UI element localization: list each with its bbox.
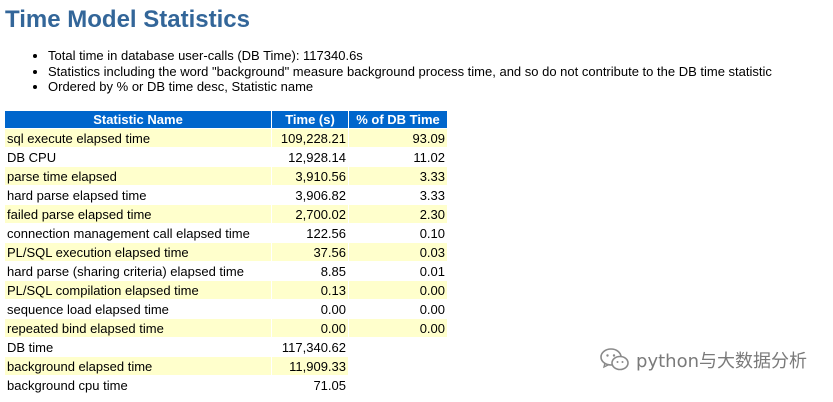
time-cell: 3,910.56 [272, 167, 348, 185]
statistic-name-cell: PL/SQL execution elapsed time [5, 243, 271, 261]
statistic-name-cell: repeated bind elapsed time [5, 319, 271, 337]
pct-db-time-cell: 93.09 [349, 129, 447, 147]
table-row: DB time 117,340.62 [5, 338, 447, 356]
time-cell: 3,906.82 [272, 186, 348, 204]
time-cell: 117,340.62 [272, 338, 348, 356]
pct-db-time-cell: 0.00 [349, 281, 447, 299]
time-cell: 0.13 [272, 281, 348, 299]
table-row: parse time elapsed 3,910.56 3.33 [5, 167, 447, 185]
table-row: background elapsed time 11,909.33 [5, 357, 447, 375]
statistic-name-cell: sql execute elapsed time [5, 129, 271, 147]
time-cell: 109,228.21 [272, 129, 348, 147]
note-item: Total time in database user-calls (DB Ti… [48, 48, 772, 64]
statistic-name-cell: connection management call elapsed time [5, 224, 271, 242]
statistic-name-cell: DB time [5, 338, 271, 356]
time-model-table: Statistic Name Time (s) % of DB Time sql… [4, 110, 448, 395]
time-cell: 12,928.14 [272, 148, 348, 166]
page-title: Time Model Statistics [5, 6, 250, 33]
time-cell: 11,909.33 [272, 357, 348, 375]
statistic-name-cell: PL/SQL compilation elapsed time [5, 281, 271, 299]
time-cell: 0.00 [272, 300, 348, 318]
pct-db-time-cell: 3.33 [349, 167, 447, 185]
wechat-icon [600, 348, 629, 371]
column-header-time: Time (s) [272, 111, 348, 128]
column-header-statistic-name: Statistic Name [5, 111, 271, 128]
statistic-name-cell: parse time elapsed [5, 167, 271, 185]
table-header-row: Statistic Name Time (s) % of DB Time [5, 111, 447, 128]
watermark: python与大数据分析 [600, 347, 807, 373]
pct-db-time-cell: 0.00 [349, 300, 447, 318]
note-item: Statistics including the word "backgroun… [48, 64, 772, 80]
statistic-name-cell: background cpu time [5, 376, 271, 394]
pct-db-time-cell: 0.01 [349, 262, 447, 280]
table-row: PL/SQL compilation elapsed time 0.13 0.00 [5, 281, 447, 299]
time-cell: 0.00 [272, 319, 348, 337]
statistic-name-cell: DB CPU [5, 148, 271, 166]
table-row: sequence load elapsed time 0.00 0.00 [5, 300, 447, 318]
table-row: PL/SQL execution elapsed time 37.56 0.03 [5, 243, 447, 261]
pct-db-time-cell: 11.02 [349, 148, 447, 166]
note-item: Ordered by % or DB time desc, Statistic … [48, 79, 772, 95]
time-cell: 37.56 [272, 243, 348, 261]
statistic-name-cell: failed parse elapsed time [5, 205, 271, 223]
notes-list: Total time in database user-calls (DB Ti… [30, 48, 772, 95]
table-row: hard parse elapsed time 3,906.82 3.33 [5, 186, 447, 204]
statistic-name-cell: background elapsed time [5, 357, 271, 375]
table-row: hard parse (sharing criteria) elapsed ti… [5, 262, 447, 280]
pct-db-time-cell: 3.33 [349, 186, 447, 204]
pct-db-time-cell: 0.03 [349, 243, 447, 261]
column-header-pct-db-time: % of DB Time [349, 111, 447, 128]
table-row: background cpu time 71.05 [5, 376, 447, 394]
statistic-name-cell: hard parse (sharing criteria) elapsed ti… [5, 262, 271, 280]
table-row: connection management call elapsed time 1… [5, 224, 447, 242]
time-cell: 71.05 [272, 376, 348, 394]
statistic-name-cell: sequence load elapsed time [5, 300, 271, 318]
table-row: DB CPU 12,928.14 11.02 [5, 148, 447, 166]
pct-db-time-cell: 2.30 [349, 205, 447, 223]
time-cell: 8.85 [272, 262, 348, 280]
table-row: repeated bind elapsed time 0.00 0.00 [5, 319, 447, 337]
time-cell: 2,700.02 [272, 205, 348, 223]
table-body: sql execute elapsed time 109,228.21 93.09 D… [5, 129, 447, 394]
table-row: sql execute elapsed time 109,228.21 93.09 [5, 129, 447, 147]
pct-db-time-cell: 0.00 [349, 319, 447, 337]
statistic-name-cell: hard parse elapsed time [5, 186, 271, 204]
table-row: failed parse elapsed time 2,700.02 2.30 [5, 205, 447, 223]
time-cell: 122.56 [272, 224, 348, 242]
pct-db-time-cell: 0.10 [349, 224, 447, 242]
watermark-text: python与大数据分析 [636, 351, 807, 372]
